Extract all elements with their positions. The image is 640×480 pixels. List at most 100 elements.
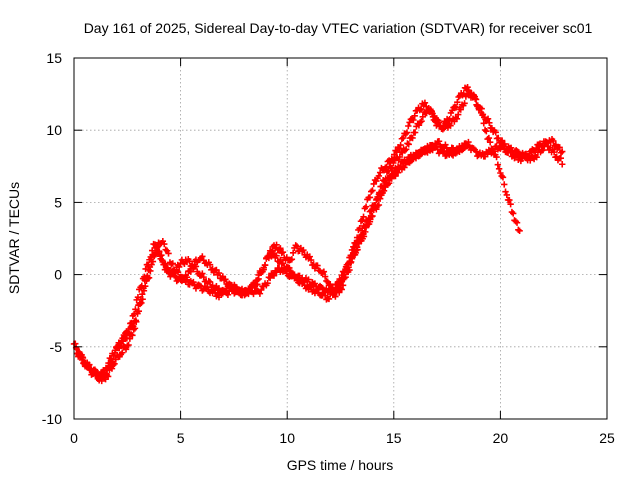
data-point: [557, 154, 565, 162]
y-tick-label: 15: [46, 50, 62, 66]
data-point: [72, 340, 79, 347]
data-point: [388, 165, 396, 172]
data-point: [171, 272, 178, 279]
x-tick-label: 5: [177, 430, 185, 446]
data-point: [556, 144, 563, 151]
data-point: [440, 122, 447, 130]
data-point: [431, 112, 438, 120]
data-point: [410, 155, 417, 163]
data-point: [164, 265, 172, 273]
data-point: [261, 261, 269, 269]
data-point: [282, 265, 289, 272]
data-point: [405, 141, 412, 148]
data-point: [147, 255, 155, 263]
data-point: [345, 264, 352, 271]
data-point: [78, 356, 86, 364]
data-point: [501, 140, 508, 148]
data-point: [399, 134, 407, 142]
data-point: [256, 290, 264, 297]
data-point: [493, 153, 500, 161]
data-point: [281, 266, 288, 273]
data-point: [465, 138, 472, 146]
data-point: [445, 117, 452, 124]
data-point: [321, 273, 329, 280]
data-point: [446, 115, 453, 123]
data-point: [270, 272, 278, 279]
data-point: [461, 144, 468, 151]
data-point: [406, 119, 413, 126]
y-tick-label: -10: [42, 411, 62, 427]
series-track-4: [335, 83, 566, 285]
data-point: [91, 366, 99, 373]
data-point: [527, 157, 534, 164]
data-point: [375, 172, 383, 180]
data-point: [401, 164, 408, 171]
data-point: [479, 111, 487, 118]
data-point: [507, 200, 514, 208]
data-point: [502, 188, 509, 195]
data-point: [279, 260, 287, 267]
data-point: [559, 148, 566, 155]
data-point: [101, 371, 109, 379]
data-point: [376, 169, 384, 176]
data-point: [417, 105, 425, 113]
data-point: [481, 126, 489, 134]
data-point: [175, 263, 183, 271]
data-point: [455, 93, 462, 101]
data-point: [293, 243, 301, 250]
data-point: [550, 137, 557, 145]
data-point: [222, 288, 229, 295]
x-tick-label: 0: [70, 430, 78, 446]
data-point: [483, 128, 490, 135]
data-point: [485, 134, 493, 142]
data-point: [328, 284, 335, 291]
data-point: [457, 106, 464, 113]
data-point: [142, 265, 149, 273]
data-point: [319, 284, 326, 292]
data-point: [311, 280, 319, 287]
data-point: [169, 260, 176, 267]
data-point: [435, 138, 443, 145]
tick-labels: 0 5 10 15 20 25 -10 -5 0 5 10 15: [42, 50, 615, 446]
data-point: [204, 283, 211, 291]
data-point: [421, 99, 429, 106]
data-point: [368, 213, 375, 220]
data-point: [472, 148, 480, 155]
data-point: [376, 189, 383, 196]
data-point: [151, 244, 159, 252]
data-point: [117, 342, 124, 350]
data-point: [495, 134, 502, 142]
data-point: [306, 253, 313, 260]
data-point: [298, 247, 306, 255]
data-point: [339, 274, 346, 281]
data-point: [472, 95, 479, 103]
x-tick-label: 25: [599, 430, 615, 446]
data-point: [268, 248, 275, 255]
data-point: [327, 280, 334, 288]
data-point: [503, 191, 510, 199]
data-point: [541, 143, 548, 150]
data-point: [200, 273, 207, 281]
data-point: [419, 113, 426, 120]
x-tick-label: 20: [493, 430, 509, 446]
data-point: [494, 161, 502, 168]
data-point: [190, 278, 197, 286]
data-point: [156, 253, 164, 260]
data-point: [215, 293, 223, 301]
data-point: [254, 276, 261, 284]
data-point: [500, 141, 507, 149]
data-point: [497, 169, 504, 177]
data-point: [98, 377, 105, 385]
data-point: [351, 251, 359, 259]
data-point: [507, 144, 515, 152]
data-point: [341, 268, 348, 276]
data-point: [165, 250, 172, 257]
data-point: [515, 226, 522, 234]
data-point: [396, 153, 403, 161]
data-point: [404, 140, 411, 147]
data-point: [318, 284, 325, 291]
data-point: [442, 141, 449, 148]
data-point: [426, 147, 434, 154]
data-point: [498, 137, 506, 144]
